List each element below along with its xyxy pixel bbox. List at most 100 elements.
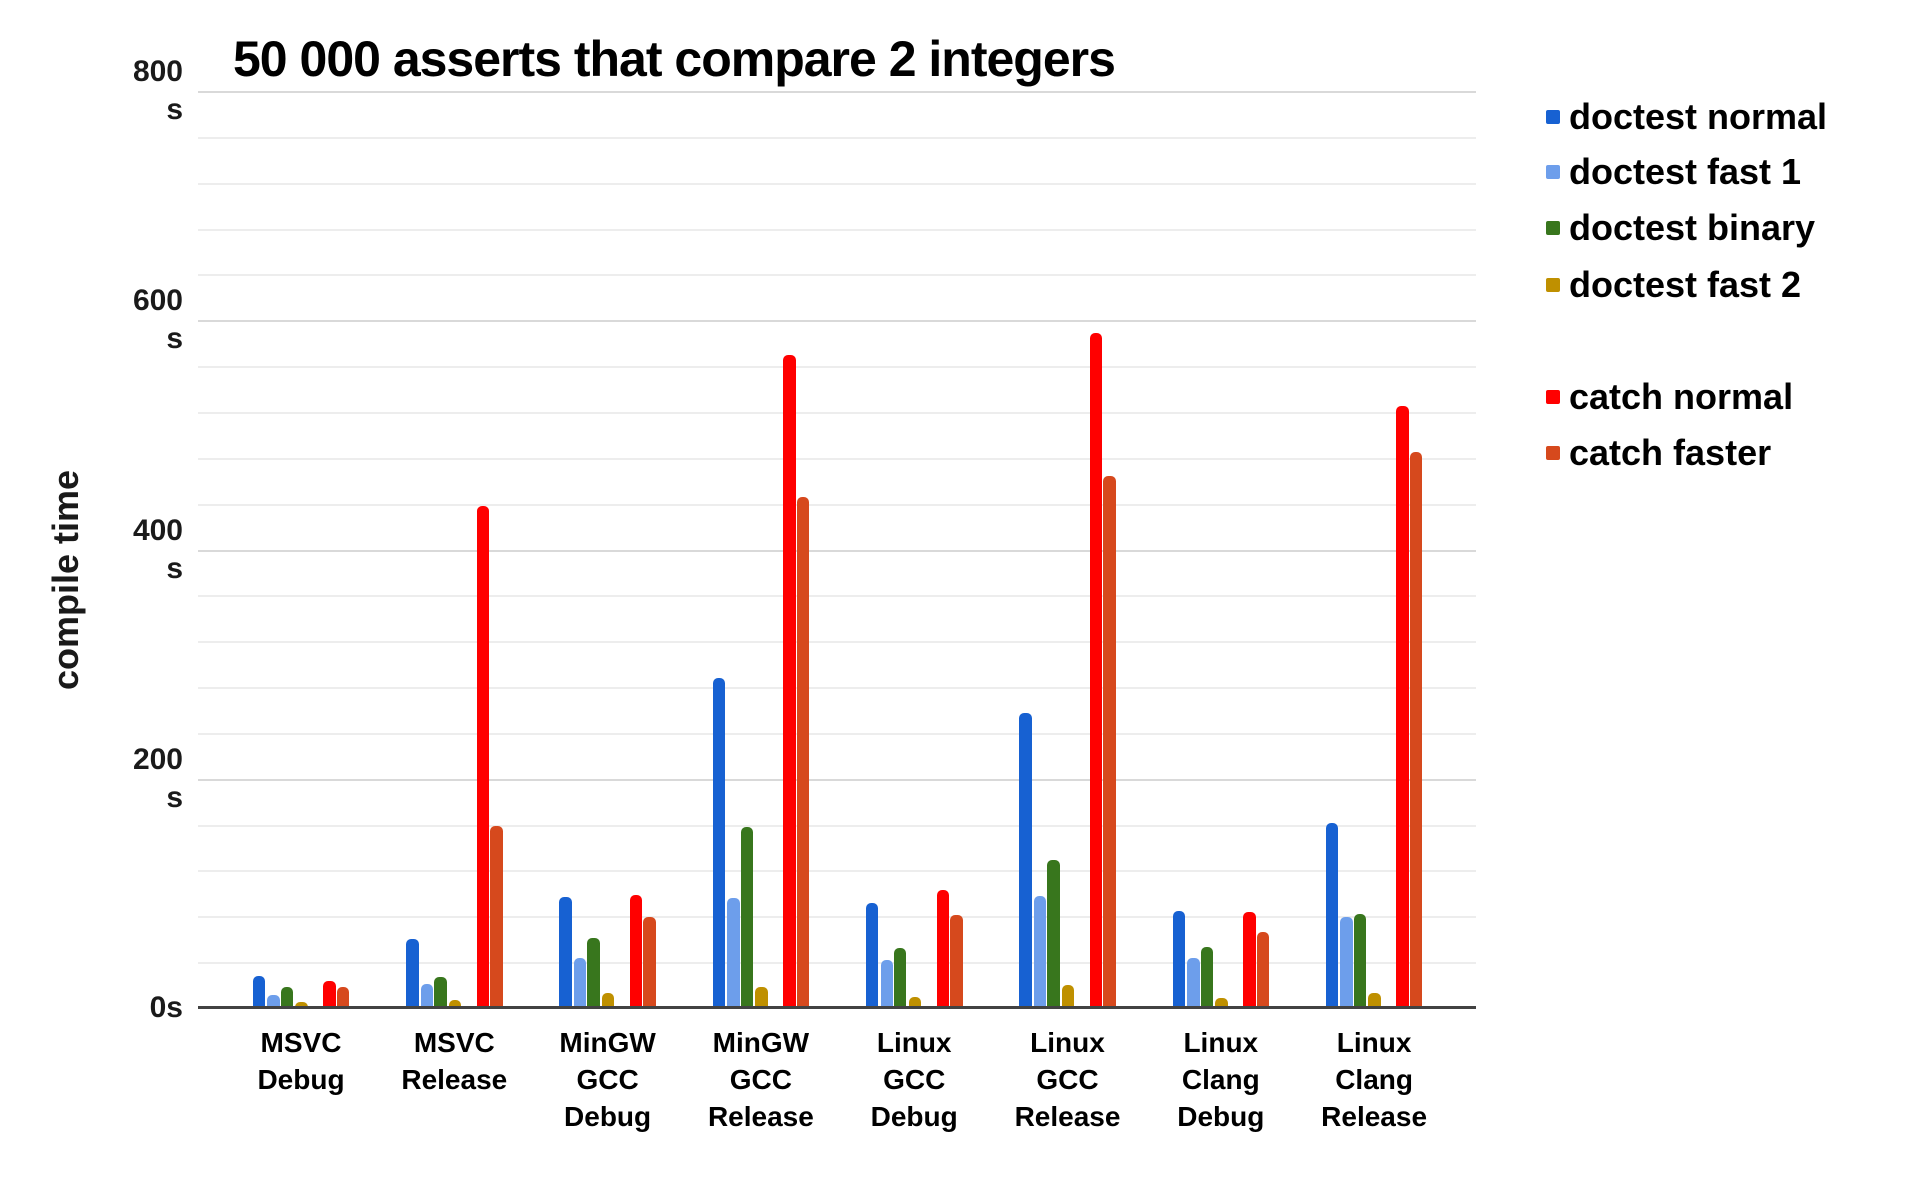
bar-catch-normal-2 <box>629 894 643 1008</box>
legend-swatch-catch-faster <box>1546 446 1560 460</box>
bar-doctest-fast-2-0 <box>295 1002 308 1008</box>
bar-catch-normal-6 <box>1243 911 1256 1008</box>
legend-entry-doctest-fast-1: doctest fast 1 <box>1546 151 1802 192</box>
legend-label-doctest-fast-1: doctest fast 1 <box>1569 151 1802 192</box>
bar-catch-normal-0 <box>323 980 336 1008</box>
bar-catch-normal-5 <box>1089 332 1103 1008</box>
bar-catch-faster-5 <box>1103 476 1116 1008</box>
bar-doctest-normal-4 <box>865 902 879 1008</box>
bar-catch-faster-0 <box>336 987 350 1008</box>
bar-doctest-normal-3 <box>712 677 726 1008</box>
x-label-MinGW-GCC-Debug: MinGW GCC Debug <box>559 1027 656 1132</box>
bar-doctest-normal-1 <box>406 939 419 1008</box>
legend-label-doctest-fast-2: doctest fast 2 <box>1569 264 1802 305</box>
minor-gridline <box>198 962 1476 965</box>
legend-swatch-doctest-fast-2 <box>1546 278 1560 292</box>
legend-entry-doctest-fast-2: doctest fast 2 <box>1546 264 1802 305</box>
legend-entry-catch-normal: catch normal <box>1546 376 1794 417</box>
bar-catch-faster-2 <box>643 917 656 1008</box>
bar-doctest-normal-7 <box>1325 823 1339 1008</box>
bar-catch-normal-4 <box>936 889 950 1008</box>
major-gridline <box>198 549 1476 552</box>
minor-gridline <box>198 687 1476 690</box>
minor-gridline <box>198 641 1476 644</box>
minor-gridline <box>198 503 1476 506</box>
bar-doctest-normal-5 <box>1019 713 1032 1008</box>
bar-doctest-normal-2 <box>559 896 572 1008</box>
minor-gridline <box>198 916 1476 919</box>
bar-catch-faster-3 <box>796 496 810 1008</box>
legend-entry-doctest-normal: doctest normal <box>1546 96 1828 137</box>
bar-catch-normal-3 <box>783 354 796 1008</box>
y-tick-0s: 0s <box>149 991 183 1024</box>
x-label-Linux-GCC-Release: Linux GCC Release <box>1014 1027 1121 1132</box>
minor-gridline <box>198 136 1476 139</box>
minor-gridline <box>198 274 1476 277</box>
bar-doctest-normal-6 <box>1172 910 1186 1008</box>
bar-doctest-binary-5 <box>1047 860 1060 1008</box>
minor-gridline <box>198 824 1476 827</box>
minor-gridline <box>198 870 1476 873</box>
bar-doctest-fast-1-7 <box>1340 917 1353 1008</box>
x-label-Linux-Clang-Release: Linux Clang Release <box>1321 1027 1428 1132</box>
major-gridline <box>198 778 1476 781</box>
minor-gridline <box>198 366 1476 369</box>
bar-doctest-binary-1 <box>434 977 447 1008</box>
legend-label-doctest-binary: doctest binary <box>1569 207 1816 248</box>
legend-swatch-doctest-normal <box>1546 110 1560 124</box>
bar-doctest-fast-2-4 <box>908 996 922 1008</box>
y-tick-200s: 200 s <box>132 742 183 814</box>
bar-catch-normal-1 <box>476 505 490 1008</box>
bar-doctest-fast-1-5 <box>1033 895 1047 1008</box>
legend-entry-catch-faster: catch faster <box>1546 432 1772 473</box>
bar-doctest-binary-2 <box>587 938 600 1008</box>
legend-label-doctest-normal: doctest normal <box>1569 96 1828 137</box>
bar-catch-normal-7 <box>1396 406 1409 1008</box>
bar-doctest-fast-1-3 <box>727 897 740 1008</box>
bar-doctest-fast-2-1 <box>448 999 462 1008</box>
minor-gridline <box>198 228 1476 231</box>
y-tick-600s: 600 s <box>132 284 183 356</box>
x-label-MSVC-Debug: MSVC Debug <box>257 1027 345 1095</box>
x-label-MinGW-GCC-Release: MinGW GCC Release <box>707 1027 814 1132</box>
y-tick-400s: 400 s <box>132 513 183 585</box>
bar-doctest-binary-7 <box>1353 914 1367 1008</box>
bar-catch-faster-1 <box>490 825 503 1008</box>
bar-doctest-fast-1-4 <box>880 959 894 1008</box>
legend-swatch-doctest-fast-1 <box>1546 165 1560 179</box>
legend-entry-doctest-binary: doctest binary <box>1546 207 1816 248</box>
bar-doctest-fast-1-1 <box>420 983 434 1008</box>
legend-swatch-doctest-binary <box>1546 221 1560 235</box>
bar-doctest-fast-1-6 <box>1187 957 1200 1008</box>
bar-doctest-fast-1-2 <box>573 957 587 1008</box>
x-label-Linux-Clang-Debug: Linux Clang Debug <box>1177 1027 1265 1132</box>
bar-catch-faster-7 <box>1409 452 1423 1008</box>
bar-doctest-fast-1-0 <box>267 995 280 1008</box>
bar-catch-faster-4 <box>950 915 963 1008</box>
minor-gridline <box>198 411 1476 414</box>
bar-doctest-binary-4 <box>893 948 907 1008</box>
bar-doctest-fast-2-6 <box>1215 997 1228 1008</box>
bar-catch-faster-6 <box>1256 932 1270 1008</box>
legend-swatch-catch-normal <box>1546 390 1560 404</box>
minor-gridline <box>198 182 1476 185</box>
legend-label-catch-normal: catch normal <box>1569 376 1794 417</box>
x-axis-line <box>198 1006 1476 1009</box>
plot-area <box>198 91 1476 1009</box>
bar-doctest-fast-2-3 <box>755 987 768 1008</box>
major-gridline <box>198 91 1476 93</box>
minor-gridline <box>198 457 1476 460</box>
bar-doctest-fast-2-7 <box>1368 993 1381 1008</box>
minor-gridline <box>198 732 1476 735</box>
bar-doctest-binary-0 <box>280 987 294 1008</box>
x-label-MSVC-Release: MSVC Release <box>401 1027 508 1095</box>
x-label-Linux-GCC-Debug: Linux GCC Debug <box>870 1027 958 1132</box>
bar-doctest-fast-2-5 <box>1061 985 1075 1008</box>
chart-title: 50 000 asserts that compare 2 integers <box>233 31 1116 87</box>
y-tick-800s: 800 s <box>132 55 183 126</box>
bar-doctest-fast-2-2 <box>601 993 615 1008</box>
bar-doctest-binary-6 <box>1200 947 1214 1008</box>
legend-label-catch-faster: catch faster <box>1569 432 1772 473</box>
bar-doctest-binary-3 <box>740 826 754 1008</box>
